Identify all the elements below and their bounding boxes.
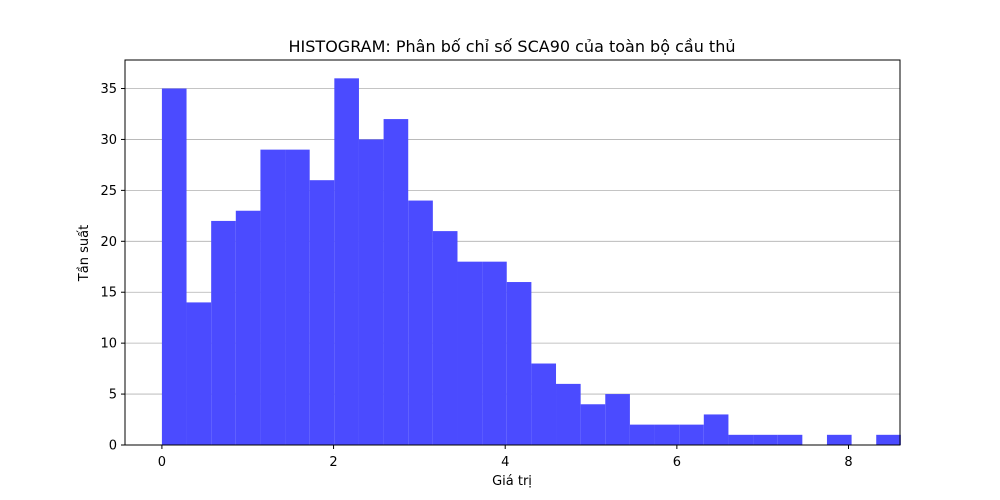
histogram-bar bbox=[408, 200, 433, 445]
histogram-bar bbox=[679, 424, 704, 445]
y-tick-label: 5 bbox=[109, 388, 117, 403]
y-axis-ticks: 0 5 10 15 20 25 30 35 bbox=[100, 82, 125, 454]
x-tick-label: 0 bbox=[158, 455, 166, 470]
x-tick-label: 4 bbox=[501, 455, 509, 470]
histogram-bar bbox=[432, 231, 458, 445]
y-tick-label: 35 bbox=[100, 82, 117, 97]
histogram-bar bbox=[186, 302, 212, 445]
histogram-bar bbox=[605, 394, 630, 445]
histogram-bar bbox=[826, 434, 852, 445]
histogram-bar bbox=[753, 434, 778, 445]
histogram-bar bbox=[334, 78, 359, 445]
chart-title: HISTOGRAM: Phân bố chỉ số SCA90 của toàn… bbox=[289, 37, 736, 56]
histogram-bar bbox=[260, 149, 286, 445]
histogram-bar bbox=[161, 88, 187, 445]
histogram-bar bbox=[556, 383, 581, 445]
histogram-bar bbox=[876, 434, 901, 445]
y-tick-label: 25 bbox=[100, 184, 117, 199]
x-tick-label: 6 bbox=[673, 455, 681, 470]
histogram-bar bbox=[654, 424, 680, 445]
histogram-bar bbox=[777, 434, 803, 445]
histogram-bars bbox=[161, 78, 901, 446]
y-tick-label: 0 bbox=[109, 439, 117, 454]
histogram-bar bbox=[580, 404, 606, 445]
x-axis-label: Giá trị bbox=[492, 474, 532, 489]
histogram-bar bbox=[235, 210, 261, 445]
histogram-bar bbox=[457, 261, 483, 445]
histogram-bar bbox=[211, 220, 236, 445]
histogram-bar bbox=[309, 180, 335, 445]
y-tick-label: 15 bbox=[100, 286, 117, 301]
y-tick-label: 10 bbox=[100, 337, 117, 352]
histogram-bar bbox=[629, 424, 655, 445]
y-axis-label: Tần suất bbox=[77, 225, 92, 282]
x-tick-label: 2 bbox=[329, 455, 337, 470]
x-axis-ticks: 0 2 4 6 8 bbox=[158, 445, 853, 470]
plot-frame bbox=[124, 59, 901, 446]
histogram-bar bbox=[285, 149, 310, 445]
histogram-bar bbox=[728, 434, 754, 445]
y-tick-label: 30 bbox=[100, 133, 117, 148]
histogram-bar bbox=[383, 119, 409, 446]
histogram-bar bbox=[703, 414, 729, 445]
y-tick-label: 20 bbox=[100, 235, 117, 250]
histogram-bar bbox=[531, 363, 557, 445]
histogram-bar bbox=[482, 261, 507, 445]
x-tick-label: 8 bbox=[844, 455, 852, 470]
histogram-bar bbox=[358, 139, 384, 445]
histogram-bar bbox=[506, 282, 532, 445]
